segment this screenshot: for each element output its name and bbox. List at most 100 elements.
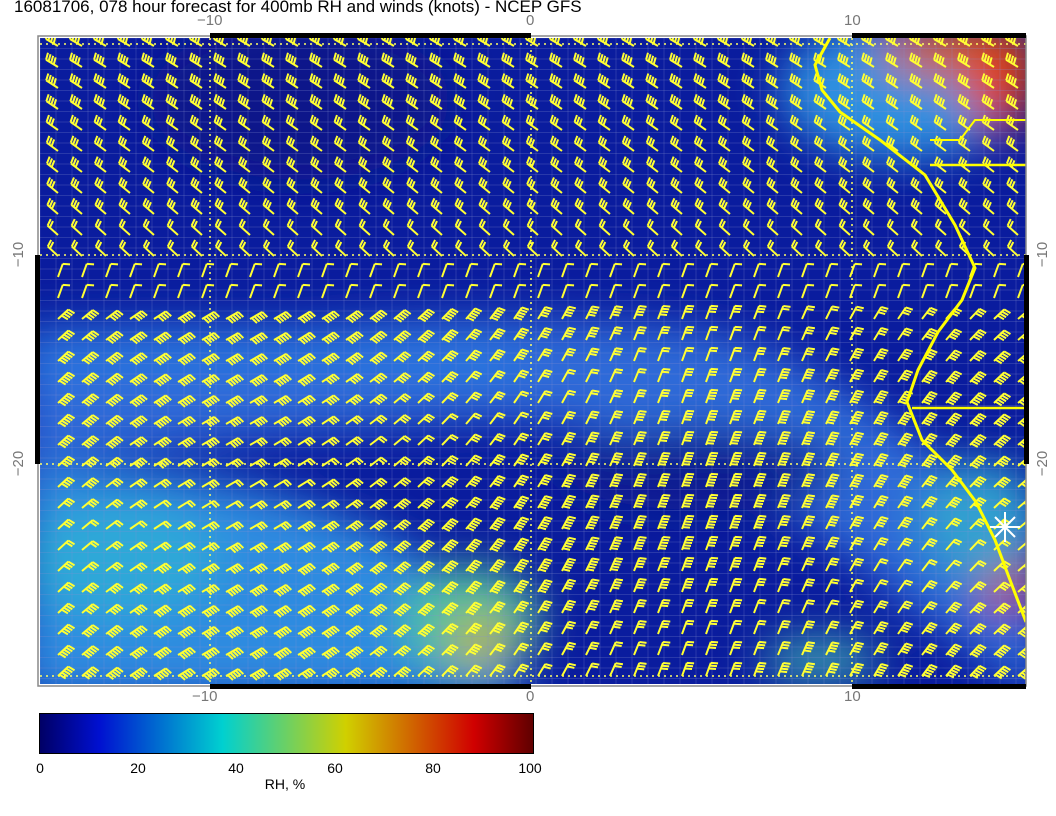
wind-barb [489, 327, 506, 341]
wind-barb [129, 262, 143, 278]
wind-barb [537, 579, 553, 594]
wind-barb [681, 556, 695, 572]
wind-barb [417, 581, 435, 596]
wind-barb [622, 177, 635, 194]
wind-barb [729, 283, 743, 299]
wind-barb [201, 521, 221, 531]
wind-barb [345, 310, 364, 324]
wind-barb [177, 394, 196, 408]
wind-barb [105, 645, 124, 659]
wind-barb [369, 330, 388, 344]
wind-barb [297, 604, 316, 618]
wind-barb [969, 328, 987, 341]
wind-barb [801, 536, 816, 551]
wind-barb [573, 93, 587, 110]
wind-barb [849, 473, 864, 488]
wind-barb [513, 621, 530, 635]
wind-barb [897, 642, 914, 656]
wind-barb [297, 667, 316, 680]
wind-barb [262, 218, 275, 236]
wind-barb [609, 452, 624, 467]
wind-barb [897, 474, 914, 489]
wind-barb [69, 73, 83, 89]
wind-barb [777, 368, 791, 383]
wind-barb [333, 114, 347, 131]
wind-barb [429, 73, 443, 89]
wind-barb [621, 135, 635, 152]
wind-barb [417, 350, 435, 363]
wind-barb [705, 556, 719, 572]
wind-barb [501, 52, 515, 68]
wind-barb [105, 540, 124, 551]
wind-barb [633, 410, 647, 425]
wind-barb [537, 642, 553, 656]
wind-barb [116, 38, 131, 47]
wind-barb [885, 73, 899, 89]
wind-barb [285, 73, 299, 89]
wind-barb [766, 156, 779, 173]
wind-barb [1017, 262, 1026, 278]
wind-barb [141, 135, 155, 152]
wind-barb [286, 177, 299, 194]
wind-barb [166, 197, 179, 215]
wind-barb [214, 177, 227, 194]
wind-barb [644, 38, 659, 47]
wind-barb [993, 602, 1011, 615]
wind-barb [225, 626, 245, 639]
wind-barb [117, 114, 131, 131]
wind-barb [777, 599, 791, 614]
wind-barb [465, 262, 479, 278]
wind-barb [645, 135, 659, 152]
wind-barb [764, 38, 779, 47]
wind-barb [441, 413, 459, 425]
wind-barb [862, 239, 875, 257]
wind-barb [969, 307, 987, 320]
wind-barb [357, 135, 371, 152]
wind-barb [862, 177, 875, 194]
wind-barb [825, 494, 840, 509]
wind-barb [945, 328, 963, 341]
wind-barb [969, 370, 987, 385]
wind-barb [105, 351, 124, 365]
wind-barb [94, 197, 107, 215]
wind-barb [465, 643, 483, 656]
wind-barb [633, 494, 647, 509]
wind-barb [969, 538, 987, 551]
star-marker [990, 512, 1020, 542]
wind-barb [633, 283, 647, 299]
wind-barb [657, 430, 671, 446]
wind-barb [478, 218, 491, 236]
wind-barb [454, 156, 467, 173]
wind-barb [489, 579, 506, 595]
wind-barb [693, 52, 707, 68]
wind-barb [105, 309, 124, 322]
wind-barb [225, 416, 245, 428]
wind-barb [645, 52, 659, 68]
wind-barb [777, 305, 791, 320]
wind-barb [718, 239, 731, 257]
wind-barb [609, 662, 624, 677]
wind-barb [69, 93, 83, 110]
wind-barb [646, 239, 659, 257]
wind-barbs [44, 38, 1026, 681]
wind-barb [609, 347, 624, 362]
wind-barb [609, 578, 624, 593]
wind-barb [561, 262, 575, 278]
wind-barb [969, 580, 987, 593]
wind-barb [69, 135, 83, 152]
wind-barb [273, 542, 293, 554]
wind-barb [249, 311, 269, 324]
wind-barb [381, 52, 395, 68]
wind-barb [46, 197, 59, 215]
wind-barb [910, 177, 923, 194]
wind-barb [694, 156, 707, 173]
wind-barb [393, 372, 412, 384]
wind-barb [909, 114, 923, 131]
wind-barb [225, 311, 245, 324]
wind-barb [345, 583, 364, 597]
wind-barb [441, 644, 459, 656]
wind-barb [345, 394, 364, 406]
wind-barb [934, 156, 947, 173]
wind-barb [406, 156, 419, 173]
wind-barb [609, 283, 623, 299]
